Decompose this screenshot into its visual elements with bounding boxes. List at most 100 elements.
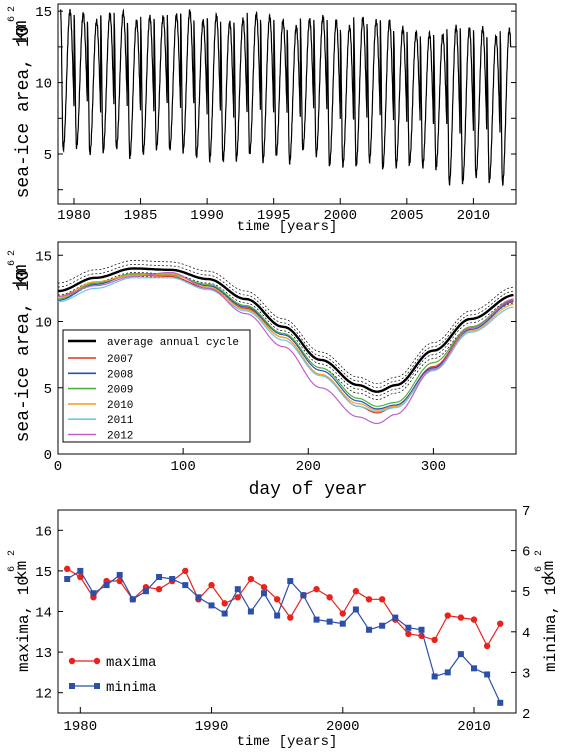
- y-tick-label: 5: [44, 382, 52, 398]
- maxima-point: [221, 600, 228, 607]
- legend-label-2007: 2007: [107, 354, 133, 366]
- minima-point: [326, 618, 333, 625]
- x-tick-label: 2000: [323, 208, 357, 224]
- minima-point: [234, 586, 241, 593]
- average-envelope-line: [57, 264, 514, 389]
- y-tick-label-left: 16: [35, 524, 52, 540]
- maxima-point: [444, 612, 451, 619]
- y-tick-label-right: 4: [522, 626, 530, 642]
- y-axis-label: sea-ice area, 10 6 km 2: [7, 6, 34, 198]
- minima-point: [116, 571, 123, 578]
- y-axis-label-main: sea-ice area, 10: [14, 26, 34, 199]
- maxima-point: [339, 610, 346, 617]
- maxima-point: [326, 594, 333, 601]
- maxima-point: [483, 642, 491, 650]
- y-axis-label-text: sea-ice area, 10: [14, 26, 34, 199]
- y-axis-exp-2: 2: [7, 250, 18, 256]
- y-axis-unit: km: [13, 561, 31, 580]
- legend-label-average: average annual cycle: [107, 337, 239, 349]
- x-tick-label: 2010: [457, 719, 491, 735]
- series-line-2011: [57, 277, 514, 413]
- plot-frame: [57, 3, 517, 205]
- minima-point: [64, 576, 71, 583]
- y-axis-exp-2: 2: [7, 6, 18, 12]
- maxima-point: [116, 577, 123, 585]
- minima-point: [418, 626, 425, 633]
- maxima-point: [431, 636, 438, 644]
- series-line-maxima: [66, 568, 501, 648]
- x-tick-label: 200: [296, 459, 321, 475]
- panel-sea-ice-timeseries: 1980 1985 1990 1995 2000 2005 2010 5 10 15 time […: [7, 3, 517, 235]
- legend-marker-maxima: [93, 657, 101, 665]
- series-line-minima: [66, 570, 501, 704]
- series-line-average: [57, 267, 514, 393]
- minima-point: [339, 620, 346, 627]
- maxima-point: [365, 596, 373, 603]
- maxima-point: [378, 596, 386, 603]
- minima-point: [142, 588, 149, 595]
- y-tick-label: 15: [35, 5, 52, 21]
- y-axis-label-main: sea-ice area, 10: [14, 270, 34, 443]
- y-axis-exp-6: 6: [7, 260, 18, 266]
- x-axis-label: time [years]: [237, 734, 338, 750]
- y-tick-label: 10: [35, 77, 52, 93]
- maxima-point: [155, 585, 163, 593]
- minima-point: [313, 616, 320, 623]
- x-tick-label: 1980: [57, 208, 91, 224]
- y-tick-label: 0: [44, 448, 52, 464]
- legend-label-2011: 2011: [107, 415, 134, 427]
- maxima-point: [470, 616, 478, 623]
- minima-point: [274, 612, 281, 619]
- y-axis-exp-2: 2: [534, 550, 545, 556]
- maxima-point: [287, 614, 294, 621]
- y-axis-unit: km: [12, 264, 32, 286]
- minima-point: [169, 576, 176, 583]
- minima-point: [247, 608, 254, 615]
- plot-frame: [57, 241, 517, 455]
- minima-point: [103, 582, 110, 589]
- tick-group: 1980 1985 1990 1995 2000 2005 2010 5 10 15: [35, 5, 516, 224]
- series-line-sea-ice-area: [60, 8, 512, 187]
- legend-label-2009: 2009: [107, 385, 133, 397]
- series-group: [57, 260, 514, 425]
- average-envelope-line: [57, 272, 514, 396]
- legend: average annual cycle 2007 2008 2009 2010 2011…: [62, 329, 251, 443]
- maxima-point: [313, 585, 320, 593]
- minima-point: [366, 626, 373, 633]
- legend-label-2010: 2010: [107, 400, 133, 412]
- maxima-point: [63, 565, 71, 573]
- x-tick-label: 1990: [195, 719, 229, 735]
- legend-label-minima: minima: [106, 680, 156, 696]
- minima-point: [261, 590, 268, 597]
- x-tick-label: 1995: [257, 208, 291, 224]
- y-axis-label-text: maxima, 10: [15, 576, 33, 672]
- panel-annual-cycle: 0 100 200 300 0 5 10 15 average annual cycle 200…: [7, 241, 517, 500]
- minima-point: [352, 606, 359, 613]
- y-tick-label: 5: [44, 148, 52, 164]
- tick-group: 0 100 200 300 0 5 10 15: [35, 249, 516, 475]
- y-axis-label-main: minima, 10: [542, 576, 560, 672]
- minima-point: [129, 596, 136, 603]
- minima-point: [471, 665, 478, 672]
- y-axis-label-text: sea-ice area, 10: [14, 270, 34, 443]
- legend-marker-maxima: [68, 657, 76, 665]
- maxima-point: [260, 583, 268, 591]
- legend-marker-minima: [94, 683, 100, 689]
- x-tick-label: 2000: [326, 719, 360, 735]
- y-axis-exp-2: 2: [7, 550, 18, 556]
- maxima-point: [182, 567, 189, 575]
- x-tick-label: 1990: [190, 208, 224, 224]
- y-axis-label-left: maxima, 10 6 km 2: [7, 550, 33, 672]
- maxima-point: [352, 588, 360, 595]
- legend-box: [62, 329, 251, 443]
- y-tick-label-right: 2: [522, 707, 530, 723]
- y-tick-label-left: 12: [35, 687, 52, 703]
- minima-point: [90, 590, 97, 597]
- minima-point: [221, 610, 228, 617]
- y-tick-label-right: 3: [522, 666, 530, 682]
- minima-point: [457, 651, 464, 658]
- maxima-point: [77, 573, 84, 581]
- minima-point: [379, 622, 386, 629]
- minima-point: [392, 614, 399, 621]
